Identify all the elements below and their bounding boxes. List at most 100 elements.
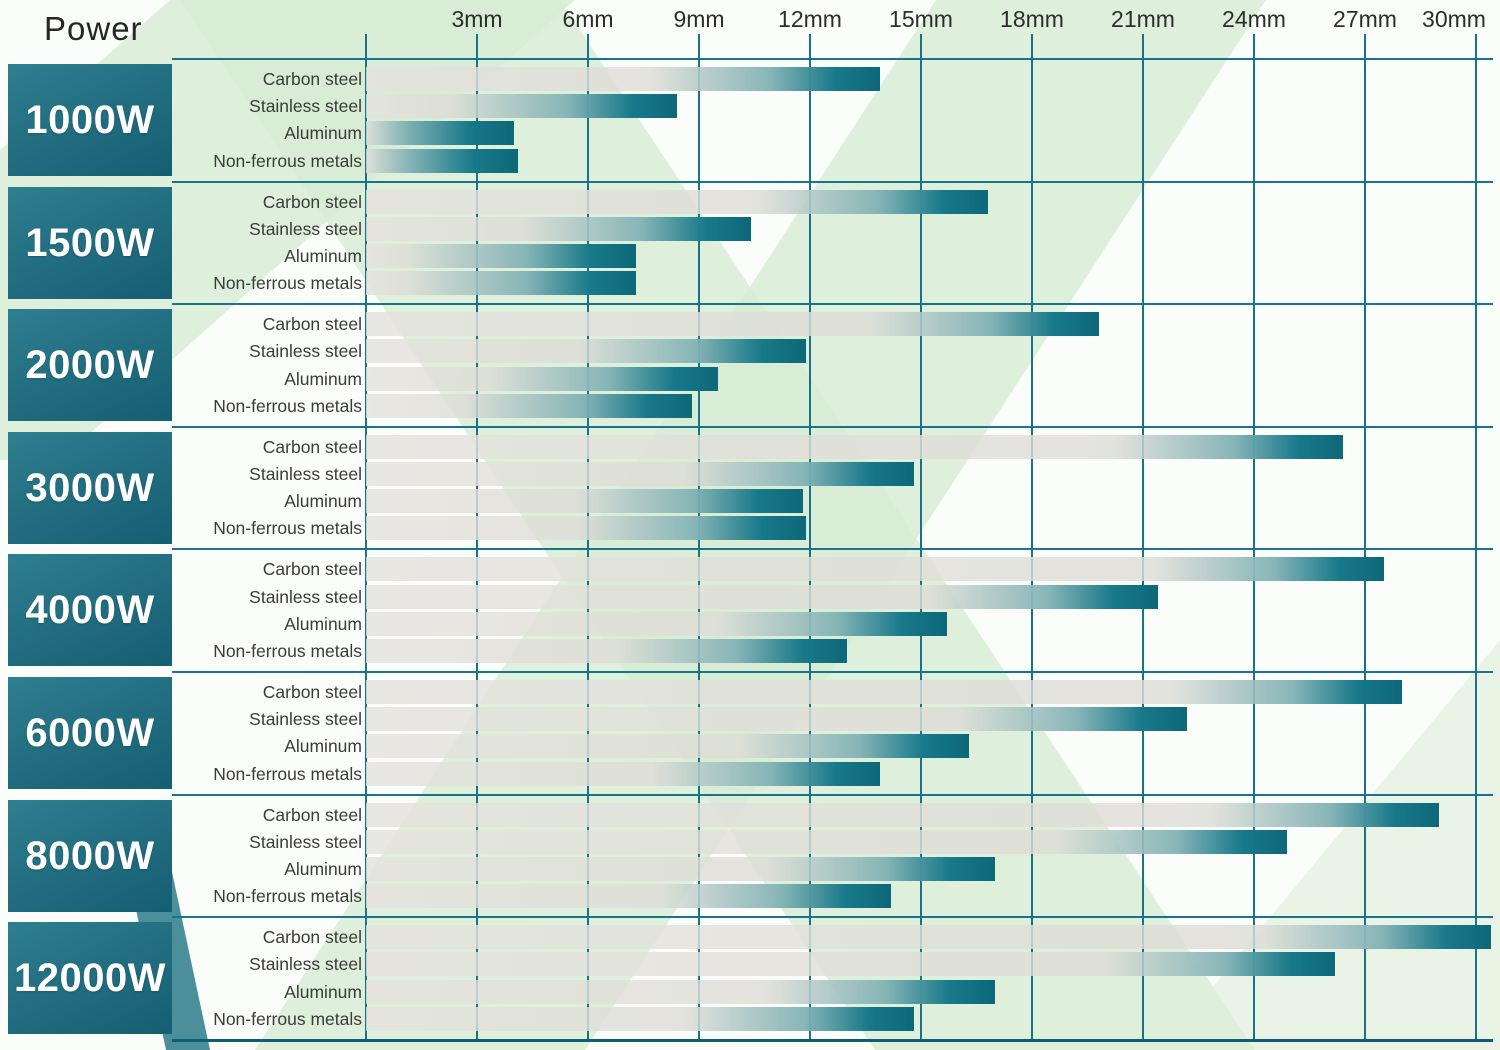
axis-tick-label: 21mm [1111, 6, 1175, 32]
material-label: Stainless steel [249, 954, 362, 974]
power-badge: 1500W [8, 187, 172, 299]
material-label: Stainless steel [249, 96, 362, 116]
thickness-bar [366, 884, 891, 908]
thickness-bar [366, 462, 914, 486]
material-label: Carbon steel [262, 192, 362, 212]
thickness-bar [366, 394, 692, 418]
material-label: Non-ferrous metals [213, 764, 362, 784]
material-label: Stainless steel [249, 832, 362, 852]
thickness-bar [366, 67, 880, 91]
material-label: Carbon steel [262, 559, 362, 579]
power-badge-label: 1000W [25, 97, 155, 142]
thickness-bar [366, 925, 1491, 949]
thickness-bar [366, 612, 947, 636]
thickness-bar [366, 244, 636, 268]
section-separator-line [172, 794, 1493, 796]
thickness-bar [366, 190, 988, 214]
thickness-bar [366, 516, 806, 540]
vertical-gridline [1475, 34, 1477, 1041]
thickness-bar [366, 762, 880, 786]
axis-tick-label: 3mm [451, 6, 503, 32]
power-badge-label: 8000W [25, 833, 155, 878]
material-label: Carbon steel [262, 69, 362, 89]
material-label: Carbon steel [262, 314, 362, 334]
material-label: Aluminum [284, 246, 362, 266]
material-label: Stainless steel [249, 464, 362, 484]
thickness-bar [366, 435, 1343, 459]
thickness-bar [366, 585, 1158, 609]
power-badge: 1000W [8, 64, 172, 176]
section-separator-line [172, 303, 1493, 305]
power-badge-label: 6000W [25, 710, 155, 755]
power-badge-label: 3000W [25, 465, 155, 510]
material-label: Aluminum [284, 859, 362, 879]
power-badge: 8000W [8, 800, 172, 912]
thickness-bar [366, 367, 718, 391]
material-label: Aluminum [284, 491, 362, 511]
vertical-gridline [1364, 34, 1366, 1041]
axis-tick-label: 30mm [1422, 6, 1486, 32]
axis-tick-label: 18mm [1000, 6, 1064, 32]
thickness-bar [366, 149, 518, 173]
thickness-bar [366, 339, 806, 363]
thickness-bar [366, 803, 1439, 827]
power-column-title: Power [44, 10, 143, 47]
material-label: Non-ferrous metals [213, 1009, 362, 1029]
material-label: Aluminum [284, 369, 362, 389]
thickness-bar [366, 980, 995, 1004]
axis-tick-label: 12mm [778, 6, 842, 32]
section-separator-line [172, 426, 1493, 428]
axis-tick-label: 27mm [1333, 6, 1397, 32]
material-label: Carbon steel [262, 927, 362, 947]
bottom-border-line [172, 1039, 1493, 1042]
power-badge-label: 4000W [25, 587, 155, 632]
thickness-bar [366, 857, 995, 881]
vertical-gridline [1253, 34, 1255, 1041]
thickness-bar [366, 1007, 914, 1031]
section-separator-line [172, 671, 1493, 673]
material-label: Non-ferrous metals [213, 886, 362, 906]
power-badge: 2000W [8, 309, 172, 421]
thickness-bar [366, 830, 1287, 854]
thickness-bar [366, 952, 1335, 976]
thickness-bar [366, 734, 969, 758]
material-label: Stainless steel [249, 341, 362, 361]
material-label: Non-ferrous metals [213, 518, 362, 538]
material-label: Non-ferrous metals [213, 641, 362, 661]
thickness-bar [366, 680, 1402, 704]
material-label: Stainless steel [249, 587, 362, 607]
material-label: Aluminum [284, 736, 362, 756]
axis-tick-label: 6mm [562, 6, 614, 32]
thickness-bar [366, 271, 636, 295]
material-label: Stainless steel [249, 709, 362, 729]
axis-tick-label: 24mm [1222, 6, 1286, 32]
vertical-gridline [920, 34, 922, 1041]
vertical-gridline [1031, 34, 1033, 1041]
thickness-bar [366, 489, 803, 513]
power-badge: 6000W [8, 677, 172, 789]
section-separator-line [172, 916, 1493, 918]
section-separator-line [172, 58, 1493, 60]
power-badge: 12000W [8, 922, 172, 1034]
thickness-bar [366, 121, 514, 145]
material-label: Aluminum [284, 614, 362, 634]
material-label: Non-ferrous metals [213, 396, 362, 416]
thickness-bar [366, 707, 1187, 731]
material-label: Carbon steel [262, 682, 362, 702]
power-badge-label: 2000W [25, 342, 155, 387]
axis-tick-label: 9mm [673, 6, 725, 32]
vertical-gridline [1142, 34, 1144, 1041]
material-label: Carbon steel [262, 437, 362, 457]
section-separator-line [172, 548, 1493, 550]
thickness-bar [366, 94, 677, 118]
section-separator-line [172, 181, 1493, 183]
thickness-bar [366, 557, 1384, 581]
material-label: Aluminum [284, 123, 362, 143]
thickness-bar [366, 639, 847, 663]
material-label: Carbon steel [262, 805, 362, 825]
material-label: Non-ferrous metals [213, 273, 362, 293]
power-badge-label: 12000W [14, 955, 166, 1000]
thickness-bar [366, 312, 1099, 336]
thickness-bar [366, 217, 751, 241]
